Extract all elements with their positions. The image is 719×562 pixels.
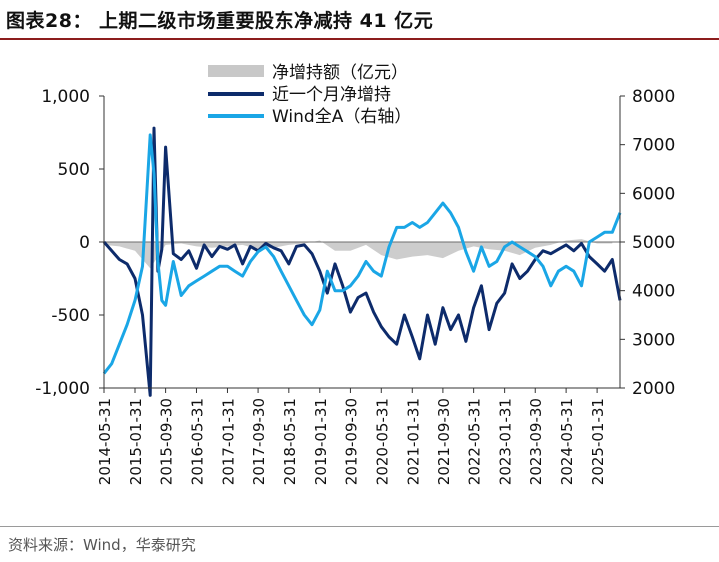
page-title: 图表28： 上期二级市场重要股东净减持 41 亿元	[6, 10, 434, 32]
legend-label: 近一个月净增持	[272, 85, 391, 105]
left-axis: 1,000 500 0 -500 -1,000	[35, 87, 105, 399]
left-tick-label: 0	[79, 233, 90, 253]
x-tick-label: 2016-05-31	[188, 398, 206, 485]
x-tick-label: 2015-09-30	[158, 398, 176, 485]
x-tick-label: 2021-09-30	[435, 398, 453, 485]
right-tick-label: 4000	[632, 282, 675, 302]
x-tick-label: 2025-01-31	[589, 398, 607, 485]
x-tick-label: 2018-05-31	[281, 398, 299, 485]
x-tick-label: 2015-01-31	[127, 398, 145, 485]
left-tick-label: 500	[58, 160, 90, 180]
x-tick-label: 2014-05-31	[96, 398, 114, 485]
x-axis: 2014-05-31 2015-01-31 2015-09-30 2016-05-31…	[96, 387, 620, 485]
source-note: 资料来源：Wind，华泰研究	[8, 536, 196, 554]
right-tick-label: 8000	[632, 87, 675, 107]
right-tick-label: 6000	[632, 184, 675, 204]
x-tick-label: 2021-01-31	[404, 398, 422, 485]
legend-label: 净增持额（亿元）	[272, 63, 408, 83]
x-tick-label: 2023-01-31	[497, 398, 515, 485]
series-line-wind-all-a	[102, 133, 622, 375]
x-tick-label: 2019-01-31	[312, 398, 330, 485]
right-tick-label: 2000	[632, 379, 675, 399]
x-tick-label: 2022-05-31	[466, 398, 484, 485]
left-tick-label: -500	[51, 306, 90, 326]
x-tick-label: 2019-09-30	[342, 398, 360, 485]
source-divider	[0, 526, 719, 527]
series-area-net-increase	[104, 239, 613, 269]
x-tick-label: 2017-09-30	[250, 398, 268, 485]
series-line-monthly-net	[102, 126, 622, 397]
right-tick-label: 7000	[632, 136, 675, 156]
x-tick-label: 2020-05-31	[373, 398, 391, 485]
plot-area	[102, 126, 622, 397]
right-tick-label: 3000	[632, 330, 675, 350]
right-axis: 8000 7000 6000 5000 4000 3000 2000	[619, 87, 675, 399]
x-tick-label: 2023-09-30	[527, 398, 545, 485]
left-tick-label: 1,000	[41, 87, 90, 107]
legend-label: Wind全A（右轴）	[272, 107, 411, 127]
x-tick-label: 2017-01-31	[219, 398, 237, 485]
left-tick-label: -1,000	[35, 379, 90, 399]
right-tick-label: 5000	[632, 233, 675, 253]
legend-swatch-area	[208, 65, 264, 77]
x-tick-label: 2024-05-31	[558, 398, 576, 485]
title-divider	[0, 38, 719, 40]
